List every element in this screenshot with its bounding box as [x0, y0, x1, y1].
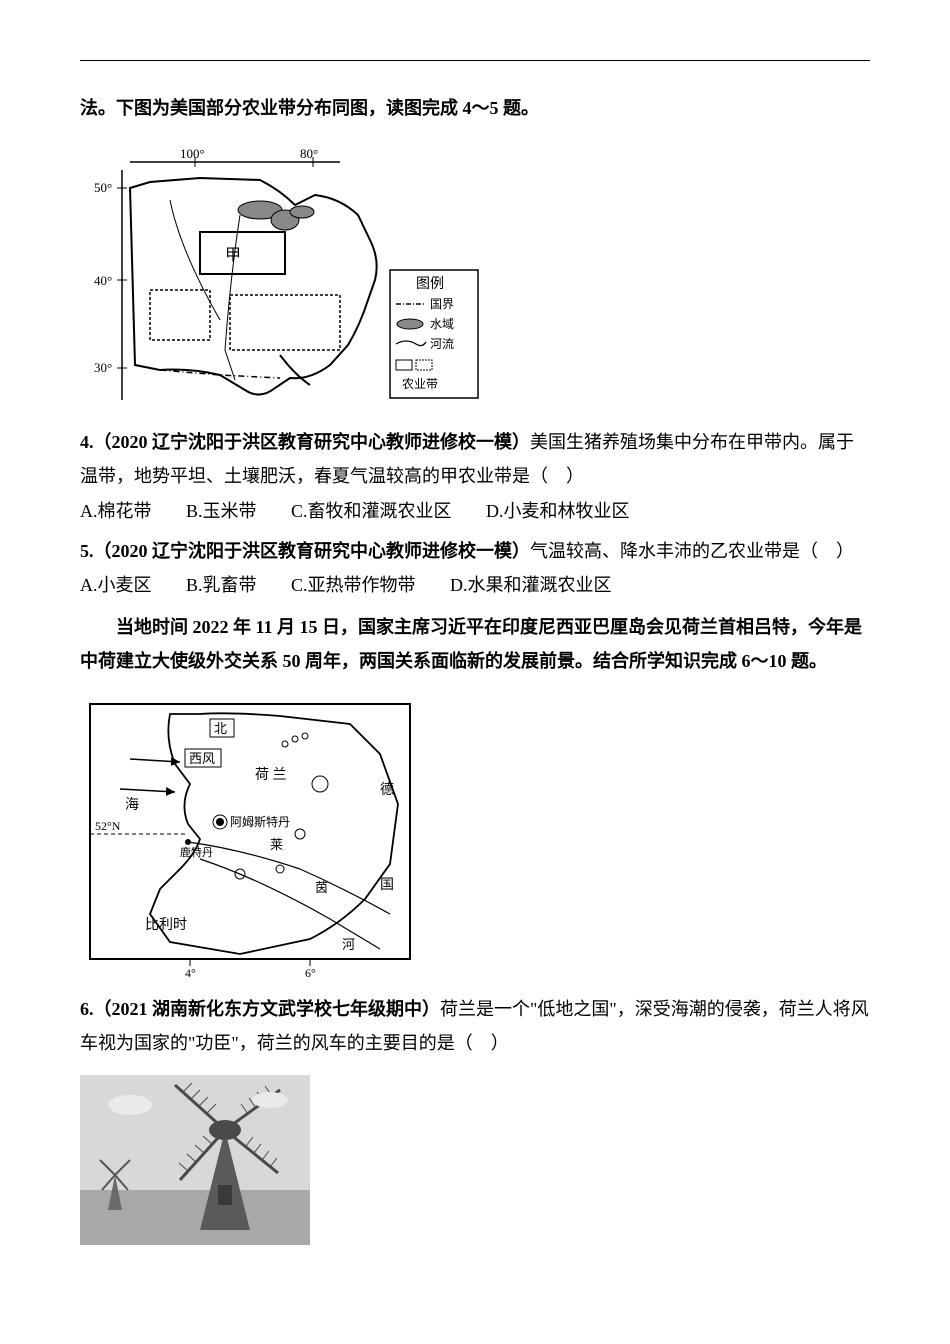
lat-40: 40°: [94, 273, 112, 288]
q5-number: 5.: [80, 541, 94, 561]
nl-rhine: 莱: [270, 837, 283, 852]
nl-belgium: 比利时: [145, 917, 187, 933]
nl-country: 荷 兰: [255, 767, 287, 783]
nl-westwind: 西风: [189, 751, 215, 766]
q4-opt-c: C.畜牧和灌溉农业区: [291, 494, 452, 528]
lat-30: 30°: [94, 360, 112, 375]
figure-netherlands-map: 北 西风 海 荷 兰 德 国 阿姆斯特丹 鹿特丹 莱 茵 比利时 河 52°N …: [80, 694, 420, 984]
legend-title: 图例: [416, 276, 444, 292]
nl-amsterdam: 阿姆斯特丹: [230, 814, 290, 829]
q4-opt-d: D.小麦和林牧业区: [486, 494, 630, 528]
q5-opt-a: A.小麦区: [80, 568, 152, 602]
context-6-10: 当地时间 2022 年 11 月 15 日，国家主席习近平在印度尼西亚巴厘岛会见…: [80, 610, 870, 678]
q4-opt-a: A.棉花带: [80, 494, 152, 528]
q5-opt-c: C.亚热带作物带: [291, 568, 416, 602]
question-5: 5.（2020 辽宁沈阳于洪区教育研究中心教师进修校一模）气温较高、降水丰沛的乙…: [80, 534, 870, 602]
nl-germany-top: 德: [380, 782, 394, 798]
legend-water: 水域: [430, 317, 454, 331]
question-6: 6.（2021 湖南新化东方文武学校七年级期中）荷兰是一个"低地之国"，深受海潮…: [80, 992, 870, 1060]
nl-sea: 海: [125, 797, 139, 813]
nl-north: 北: [214, 721, 227, 736]
legend-river: 河流: [430, 337, 454, 351]
q4-source: （2020 辽宁沈阳于洪区教育研究中心教师进修校一模）: [94, 432, 531, 452]
q6-source: （2021 湖南新化东方文武学校七年级期中）: [94, 999, 441, 1019]
q5-opt-d: D.水果和灌溉农业区: [450, 568, 612, 602]
legend-border: 国界: [430, 297, 454, 311]
figure-windmill: [80, 1075, 310, 1245]
lon-100: 100°: [180, 146, 205, 161]
nl-lat-52: 52°N: [95, 819, 121, 833]
nl-rotterdam: 鹿特丹: [180, 845, 213, 859]
nl-lon-4: 4°: [185, 966, 196, 980]
nl-lon-6: 6°: [305, 966, 316, 980]
q6-number: 6.: [80, 999, 94, 1019]
q5-opt-b: B.乳畜带: [186, 568, 257, 602]
nl-meuse: 茵: [315, 880, 328, 895]
q4-opt-b: B.玉米带: [186, 494, 257, 528]
legend-agri: 农业带: [402, 377, 438, 391]
question-4: 4.（2020 辽宁沈阳于洪区教育研究中心教师进修校一模）美国生猪养殖场集中分布…: [80, 425, 870, 528]
lon-80: 80°: [300, 146, 318, 161]
q4-number: 4.: [80, 432, 94, 452]
region-jia-label: 甲: [225, 247, 241, 264]
continued-context: 法。下图为美国部分农业带分布同图，读图完成 4～5 题。: [80, 91, 870, 125]
lat-50: 50°: [94, 180, 112, 195]
header-divider: [80, 60, 870, 61]
q5-stem: 气温较高、降水丰沛的乙农业带是（ ）: [530, 541, 854, 561]
figure-usa-map: 100° 80° 50° 40° 30° 甲 图例: [80, 140, 480, 410]
nl-germany-bot: 国: [380, 878, 394, 893]
nl-river: 河: [342, 937, 355, 952]
q5-source: （2020 辽宁沈阳于洪区教育研究中心教师进修校一模）: [94, 541, 531, 561]
